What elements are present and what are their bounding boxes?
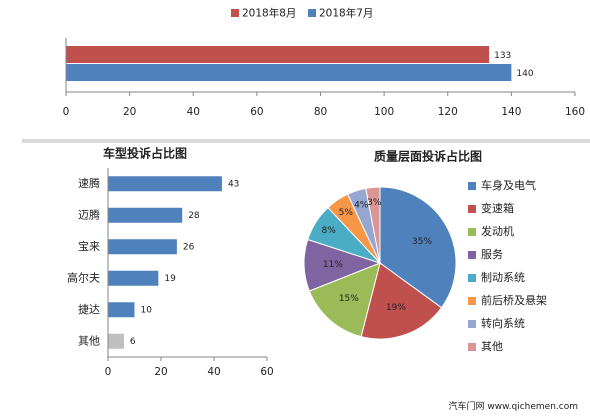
model-x-tick-label-1: 20 [154,366,167,378]
pie-legend-label-3: 服务 [481,248,503,261]
pie-legend-label-5: 前后桥及悬架 [481,293,547,307]
model-category-label-0: 速腾 [78,176,100,190]
pie-value-label-7: 3% [367,198,382,208]
bar-month-value-0: 133 [494,51,511,61]
month-x-tick-label-0: 0 [63,106,70,118]
model-x-tick-label-0: 0 [105,366,112,378]
model-value-label-0: 43 [228,179,239,189]
month-x-tick-label-3: 60 [250,106,263,118]
pie-legend-label-1: 变速箱 [481,201,514,215]
bar-model-4 [108,302,135,318]
model-value-label-4: 10 [141,305,153,315]
month-x-tick-label-2: 40 [187,106,200,118]
month-x-tick-label-6: 120 [438,106,458,118]
pie-legend-swatch-2 [468,228,476,236]
pie-legend-swatch-5 [468,297,476,305]
model-value-label-1: 28 [188,211,200,221]
bar-model-2 [108,239,177,255]
pie-value-label-3: 11% [323,260,343,270]
model-value-label-3: 19 [164,274,176,284]
month-x-tick-label-5: 100 [374,106,394,118]
legend-label-1: 2018年7月 [319,7,373,20]
pie-legend-swatch-4 [468,274,476,282]
pie-value-label-6: 4% [354,201,369,211]
model-value-label-2: 26 [183,242,195,252]
bar-model-0 [108,176,222,192]
bar-month-0 [66,46,490,63]
bar-month-1 [66,64,512,81]
pie-legend-label-4: 制动系统 [481,271,525,284]
legend-swatch-0 [231,9,239,17]
pie-legend-label-2: 发动机 [481,224,514,238]
pie-legend-swatch-6 [468,320,476,328]
pie-slice-7 [365,186,381,264]
model-chart-title: 车型投诉占比图 [103,146,187,161]
pie-legend-swatch-1 [468,205,476,213]
model-category-label-5: 其他 [78,334,100,347]
month-x-tick-label-4: 80 [314,106,327,118]
month-x-tick-label-7: 140 [501,106,521,118]
pie-slice-0 [379,186,457,309]
model-category-label-3: 高尔夫 [67,270,100,284]
bar-model-1 [108,207,183,223]
model-category-label-4: 捷达 [78,302,100,316]
model-category-label-1: 迈腾 [78,207,100,221]
pie-value-label-2: 15% [339,294,359,304]
pie-value-label-1: 19% [386,303,406,313]
pie-slice-2 [308,262,381,338]
model-x-tick-label-3: 60 [260,366,273,378]
pie-legend-label-7: 其他 [481,340,503,353]
bar-model-3 [108,270,159,286]
pie-legend-swatch-0 [468,182,476,190]
pie-legend-label-0: 车身及电气 [481,178,536,192]
month-x-tick-label-1: 20 [123,106,136,118]
model-x-tick-label-2: 40 [207,366,220,378]
bar-month-value-1: 140 [516,69,533,79]
pie-legend-swatch-7 [468,343,476,351]
legend-swatch-1 [308,9,316,17]
model-category-label-2: 宝来 [78,239,100,253]
model-value-label-5: 6 [130,337,136,347]
pie-value-label-5: 5% [339,208,354,218]
section-divider [22,139,590,143]
pie-value-label-4: 8% [322,226,337,236]
pie-value-label-0: 35% [412,237,432,247]
footer-watermark-text: 汽车门网 www.qichemen.com [448,402,578,412]
pie-slice-1 [360,262,443,340]
pie-legend-label-6: 转向系统 [481,316,525,330]
pie-chart-title: 质量层面投诉占比图 [374,149,482,164]
month-x-tick-label-8: 160 [565,106,585,118]
pie-legend-swatch-3 [468,251,476,259]
bar-model-5 [108,333,124,349]
legend-label-0: 2018年8月 [242,7,296,20]
